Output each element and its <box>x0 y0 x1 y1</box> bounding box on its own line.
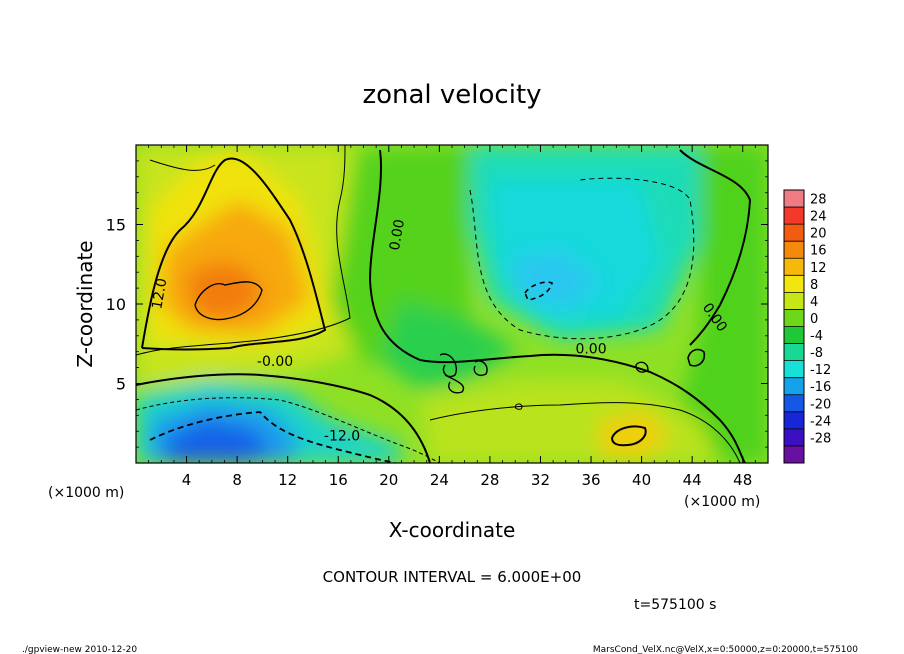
colorbar-label-6: 4 <box>810 295 818 310</box>
x-tick-label-2: 12 <box>278 471 297 489</box>
contour-line-zero-mid <box>368 149 746 463</box>
time-note: t=575100 s <box>634 597 716 613</box>
contour-line-18 <box>194 281 263 321</box>
contour-label-4: 0.00 <box>575 341 606 357</box>
x-unit-label: (×1000 m) <box>48 485 124 501</box>
contour-line-neg6-lower <box>136 397 441 463</box>
contour-line-zero-loop <box>635 361 649 373</box>
x-tick-label-6: 28 <box>480 471 499 489</box>
colorbar-label-14: -28 <box>810 431 831 446</box>
velocity-field <box>136 145 768 463</box>
contour-label-1: 0.00 <box>387 218 408 251</box>
colorbar-label-2: 20 <box>810 227 827 242</box>
x-tick-label-1: 8 <box>232 471 242 489</box>
colorbar-label-12: -20 <box>810 397 831 412</box>
contour-label-3: -0.00 <box>257 354 293 370</box>
x-tick-label-11: 48 <box>733 471 752 489</box>
contour-line-zero-right <box>679 149 752 346</box>
colorbar-swatch-6 <box>784 292 804 310</box>
contour-label-5: -12.0 <box>324 429 360 445</box>
colorbar-label-5: 8 <box>810 278 818 293</box>
colorbar-label-7: 0 <box>810 312 818 327</box>
x-axis-label: X-coordinate <box>389 518 516 542</box>
colorbar-swatch-5 <box>784 275 804 293</box>
colorbar-label-11: -16 <box>810 380 831 395</box>
contour-line-6-top <box>149 159 216 171</box>
chart-title: zonal velocity <box>362 80 541 110</box>
colorbar-swatch-1 <box>784 207 804 225</box>
y-axis-label: Z-coordinate <box>73 240 97 367</box>
contour-line-12-small <box>610 425 647 447</box>
x-axis: 4 8 12 16 20 24 28 32 36 40 44 48 <box>148 145 756 489</box>
colorbar-swatch-11 <box>784 377 804 396</box>
x-tick-label-0: 4 <box>182 471 192 489</box>
x-tick-label-9: 40 <box>632 471 651 489</box>
contour-labels: 12.00.000.00-0.000.00-12.0 <box>149 218 730 445</box>
contour-line-wiggle-1 <box>439 353 457 378</box>
x-tick-label-3: 16 <box>329 471 348 489</box>
x-tick-label-4: 20 <box>379 471 398 489</box>
x-tick-label-8: 36 <box>581 471 600 489</box>
y-tick-label-2: 15 <box>106 216 126 235</box>
colorbar-label-1: 24 <box>810 210 827 225</box>
colorbar-swatch-9 <box>784 343 804 362</box>
footer-left: ./gpview-new 2010-12-20 <box>22 645 137 654</box>
colorbar-label-3: 16 <box>810 244 827 259</box>
colorbar-label-0: 28 <box>810 193 827 208</box>
y-tick-label-1: 10 <box>106 295 126 314</box>
contour-line-zero-small <box>687 348 706 367</box>
colorbar-swatch-7 <box>784 309 804 327</box>
colorbar-swatch-0 <box>784 190 804 208</box>
contour-line-zero-left <box>136 373 431 463</box>
colorbar-swatch-8 <box>784 326 804 345</box>
colorbar-label-9: -8 <box>810 346 823 361</box>
contour-lines <box>136 145 752 463</box>
contour-line-6-lower <box>429 402 741 463</box>
contour-line-wiggle-2 <box>444 374 465 394</box>
z-unit-label: (×1000 m) <box>684 494 760 510</box>
colorbar-swatch-12 <box>784 394 804 413</box>
x-tick-label-10: 44 <box>683 471 702 489</box>
contour-line-wiggle-4 <box>514 403 523 410</box>
contour-line-12-orange <box>141 157 327 351</box>
contour-label-0: 12.0 <box>149 277 170 310</box>
x-tick-label-5: 24 <box>430 471 449 489</box>
colorbar-label-4: 12 <box>810 261 827 276</box>
colorbar-swatch-10 <box>784 360 804 379</box>
contour-line-wiggle-3 <box>473 360 488 376</box>
contour-line-6-left <box>136 145 351 356</box>
contour-line-neg12-small <box>524 281 553 301</box>
colorbar-swatch-13 <box>784 411 804 430</box>
contour-line-neg6-right <box>469 177 695 340</box>
colorbar-swatch-15 <box>784 445 804 464</box>
colorbar-swatch-14 <box>784 428 804 447</box>
footer-right: MarsCond_VelX.nc@VelX,x=0:50000,z=0:2000… <box>593 645 858 654</box>
colorbar-label-13: -24 <box>810 414 831 429</box>
colorbar-swatch-2 <box>784 224 804 242</box>
contour-interval-note: CONTOUR INTERVAL = 6.000E+00 <box>323 568 582 586</box>
y-tick-label-0: 5 <box>116 375 126 394</box>
y-axis: 5 10 15 <box>106 160 768 448</box>
colorbar-swatch-3 <box>784 241 804 259</box>
x-tick-label-7: 32 <box>531 471 550 489</box>
colorbar-swatch-4 <box>784 258 804 276</box>
colorbar-label-10: -12 <box>810 363 831 378</box>
colorbar-label-8: -4 <box>810 329 823 344</box>
colorbar: 28 24 20 16 12 8 4 0 -4 -8 -12 -16 -20 -24 -28 <box>783 189 831 464</box>
